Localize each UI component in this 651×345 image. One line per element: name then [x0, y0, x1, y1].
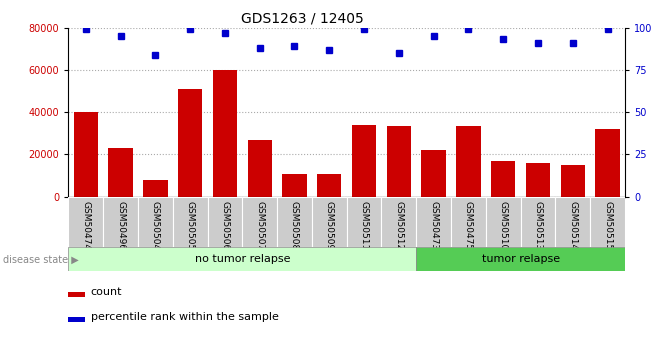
Bar [213, 70, 237, 197]
Bar [277, 197, 312, 247]
Text: GSM50506: GSM50506 [221, 201, 229, 250]
Text: GSM50510: GSM50510 [499, 201, 508, 250]
Text: GSM50512: GSM50512 [395, 201, 404, 250]
Bar [526, 163, 550, 197]
Bar [416, 197, 451, 247]
Title: GDS1263 / 12405: GDS1263 / 12405 [241, 11, 363, 25]
Text: GSM50475: GSM50475 [464, 201, 473, 250]
Bar [103, 197, 138, 247]
Bar [491, 161, 516, 197]
Bar [521, 197, 555, 247]
Text: GSM50511: GSM50511 [359, 201, 368, 250]
Bar [346, 197, 381, 247]
Bar [312, 197, 346, 247]
Bar [178, 89, 202, 197]
Bar [352, 125, 376, 197]
Text: GSM50515: GSM50515 [603, 201, 612, 250]
Text: no tumor relapse: no tumor relapse [195, 254, 290, 264]
Bar [416, 247, 625, 271]
Text: percentile rank within the sample: percentile rank within the sample [90, 312, 279, 322]
Text: count: count [90, 287, 122, 297]
Bar [381, 197, 416, 247]
Bar [173, 197, 208, 247]
Bar [138, 197, 173, 247]
Bar [68, 197, 103, 247]
Bar [456, 126, 480, 197]
Bar [451, 197, 486, 247]
Bar [421, 150, 446, 197]
Bar [143, 180, 167, 197]
Text: GSM50505: GSM50505 [186, 201, 195, 250]
Bar [486, 197, 521, 247]
Bar [561, 165, 585, 197]
Bar [317, 175, 341, 197]
Text: GSM50473: GSM50473 [429, 201, 438, 250]
Text: GSM50509: GSM50509 [325, 201, 334, 250]
Text: GSM50504: GSM50504 [151, 201, 160, 250]
Bar [68, 292, 85, 297]
Text: GSM50508: GSM50508 [290, 201, 299, 250]
Text: tumor relapse: tumor relapse [482, 254, 560, 264]
Text: GSM50507: GSM50507 [255, 201, 264, 250]
Text: GSM50496: GSM50496 [116, 201, 125, 250]
Bar [555, 197, 590, 247]
Bar [596, 129, 620, 197]
Bar [68, 247, 416, 271]
Bar [283, 175, 307, 197]
Bar [208, 197, 242, 247]
Bar [387, 126, 411, 197]
Bar [74, 112, 98, 197]
Text: disease state ▶: disease state ▶ [3, 255, 79, 264]
Bar [68, 317, 85, 322]
Bar [242, 197, 277, 247]
Text: GSM50474: GSM50474 [81, 201, 90, 250]
Bar [108, 148, 133, 197]
Bar [590, 197, 625, 247]
Bar [247, 140, 272, 197]
Text: GSM50514: GSM50514 [568, 201, 577, 250]
Text: GSM50513: GSM50513 [533, 201, 542, 250]
